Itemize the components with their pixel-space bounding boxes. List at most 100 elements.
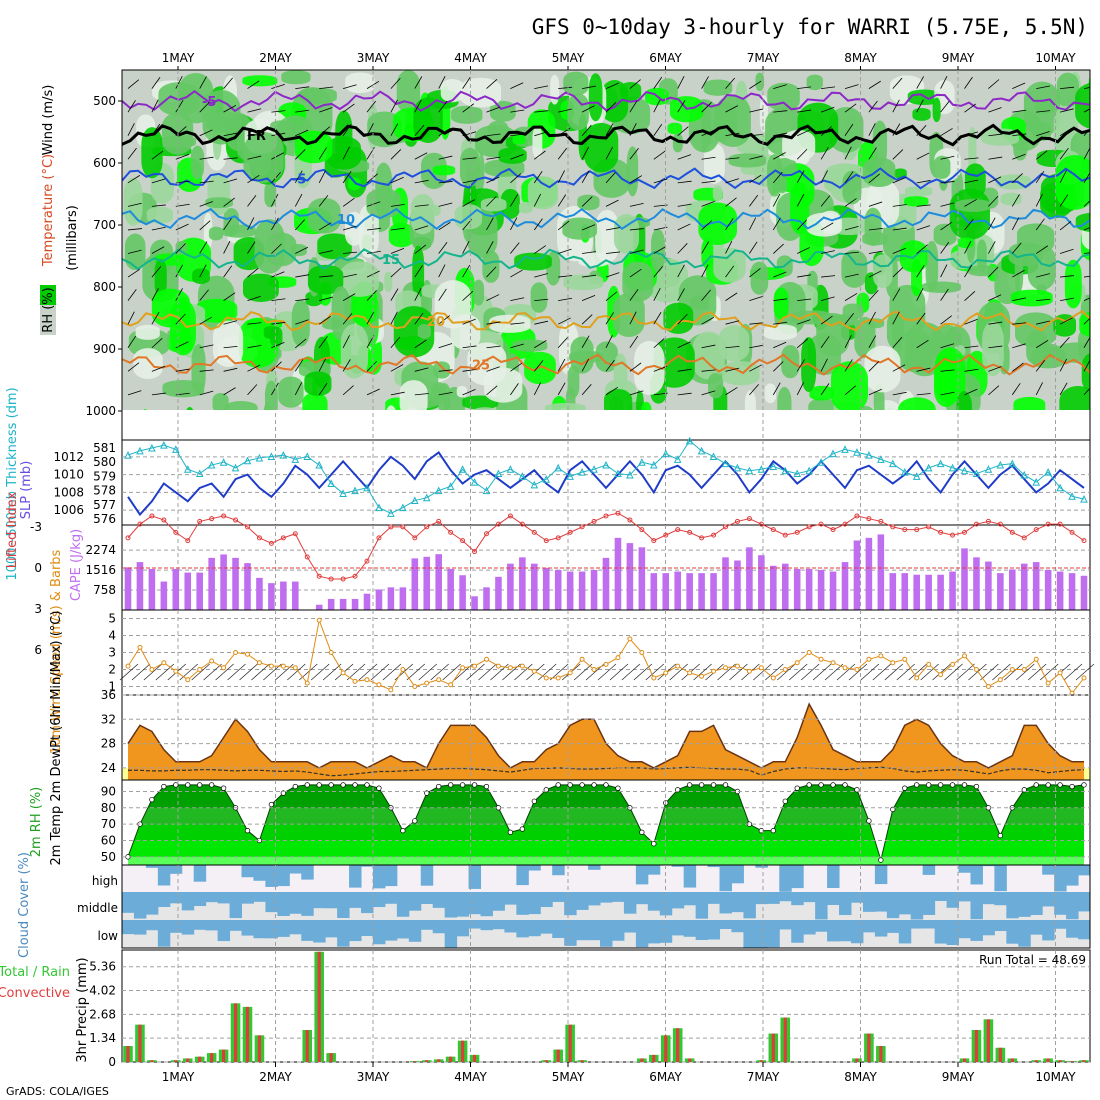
wind-barb bbox=[271, 132, 286, 137]
rh-marker bbox=[997, 832, 1003, 839]
wind-barb bbox=[892, 364, 906, 372]
lifted-index-marker bbox=[1009, 529, 1015, 535]
contour-label: -5 bbox=[202, 95, 216, 110]
thickness-marker bbox=[996, 460, 1005, 469]
wind-speed-marker bbox=[973, 667, 979, 672]
cape-bar bbox=[542, 567, 550, 610]
wind-barb bbox=[1035, 245, 1049, 254]
wind-barb bbox=[1075, 663, 1095, 681]
rh-patch bbox=[806, 74, 823, 91]
wind-barb bbox=[390, 77, 401, 89]
wind-barb bbox=[872, 663, 892, 681]
lifted-tick-label: 0 bbox=[34, 561, 42, 575]
wind-tick-label: 5 bbox=[108, 612, 116, 626]
cloud-cell bbox=[157, 892, 171, 908]
wind-barb bbox=[677, 243, 688, 254]
rh-marker bbox=[698, 782, 705, 788]
cape-bar bbox=[734, 560, 741, 610]
cloud-cell bbox=[1018, 920, 1031, 947]
lifted-index-marker bbox=[711, 532, 717, 538]
wind-barb bbox=[916, 244, 928, 254]
wind-barb bbox=[486, 385, 498, 396]
wind-barb bbox=[199, 241, 208, 254]
cloud-cell bbox=[229, 920, 243, 931]
wind-barb bbox=[1063, 663, 1083, 681]
wind-barb bbox=[310, 663, 330, 681]
wind-barb bbox=[916, 204, 931, 207]
lifted-index-marker bbox=[567, 529, 573, 535]
wind-barb bbox=[940, 181, 955, 184]
wind-barb bbox=[486, 321, 501, 325]
precip-convective-bar bbox=[1034, 1060, 1038, 1062]
cloud-cell bbox=[540, 892, 553, 908]
cloud-cell bbox=[169, 892, 183, 904]
temperature-contour bbox=[122, 248, 1090, 271]
rh-patch bbox=[340, 323, 369, 379]
wind-barb bbox=[701, 344, 716, 349]
wind-barb bbox=[749, 364, 762, 372]
precip-convective-bar bbox=[1058, 1060, 1062, 1062]
thickness-marker bbox=[124, 450, 132, 459]
wind-barb bbox=[510, 383, 519, 396]
rh-patch bbox=[512, 134, 526, 145]
wind-barb bbox=[390, 176, 404, 184]
wind-barb bbox=[868, 173, 880, 184]
wind-speed-marker bbox=[173, 668, 179, 674]
wind-barb bbox=[322, 663, 342, 681]
wind-barb bbox=[892, 77, 903, 89]
wind-barb bbox=[821, 86, 836, 89]
wind-barb bbox=[199, 289, 209, 301]
thickness-marker bbox=[410, 496, 419, 505]
wind-barb bbox=[988, 345, 1003, 349]
thickness-marker bbox=[984, 465, 993, 473]
wind-barb bbox=[462, 131, 477, 137]
rh-patch bbox=[384, 271, 393, 292]
rh-patch bbox=[294, 130, 333, 164]
wind-barb bbox=[677, 75, 685, 89]
wind-barb bbox=[868, 311, 876, 325]
thickness-marker bbox=[673, 455, 682, 463]
cloud-cell bbox=[659, 920, 673, 943]
cape-bar bbox=[566, 571, 574, 610]
wind-barb bbox=[868, 250, 883, 254]
cloud-cell bbox=[444, 920, 458, 948]
cloud-cell bbox=[1066, 892, 1079, 920]
wind-barb bbox=[629, 289, 639, 301]
wind-barb bbox=[932, 663, 951, 681]
panel-frame bbox=[121, 439, 1091, 526]
pressure-axis-label: (millibars) bbox=[65, 205, 80, 271]
wind-barb bbox=[223, 105, 237, 113]
wind-barb bbox=[797, 298, 812, 302]
cape-bar bbox=[447, 568, 454, 610]
wind-barb bbox=[271, 110, 286, 113]
rh-patch bbox=[763, 324, 797, 341]
rh-tick-label: 90 bbox=[101, 784, 116, 798]
lifted-index-marker bbox=[746, 516, 752, 522]
wind-barb bbox=[342, 84, 357, 89]
wind-barb bbox=[848, 663, 868, 681]
wind-barb bbox=[438, 315, 450, 325]
wind-barb bbox=[1035, 359, 1046, 372]
cloud-cell bbox=[229, 892, 243, 919]
cape-bar bbox=[590, 569, 598, 610]
bottom-date-axis: 1MAY 2MAY 3MAY 4MAY 5MAY 6MAY 7MAY 8MAY 9MAY 10MA… bbox=[162, 1062, 1076, 1084]
precip-convective-bar bbox=[305, 1030, 309, 1062]
wind-barb bbox=[772, 217, 781, 231]
wind-barb bbox=[462, 199, 476, 207]
wind-speed-marker bbox=[280, 663, 286, 669]
date-tick-label: 2MAY bbox=[259, 1070, 292, 1084]
cape-bar bbox=[208, 557, 215, 610]
rh-field bbox=[122, 70, 1090, 411]
cape-bar bbox=[148, 568, 156, 610]
rh-patch bbox=[123, 177, 143, 226]
wind-barb bbox=[844, 251, 859, 254]
thickness-tick-label: 580 bbox=[93, 455, 116, 469]
rh-patch bbox=[206, 111, 241, 134]
rh-patch bbox=[613, 213, 639, 254]
wind-barb bbox=[605, 172, 616, 184]
wind-barb bbox=[342, 197, 355, 207]
wind-barb bbox=[199, 101, 210, 113]
cape-bar bbox=[244, 563, 251, 610]
wind-barb bbox=[247, 344, 262, 349]
